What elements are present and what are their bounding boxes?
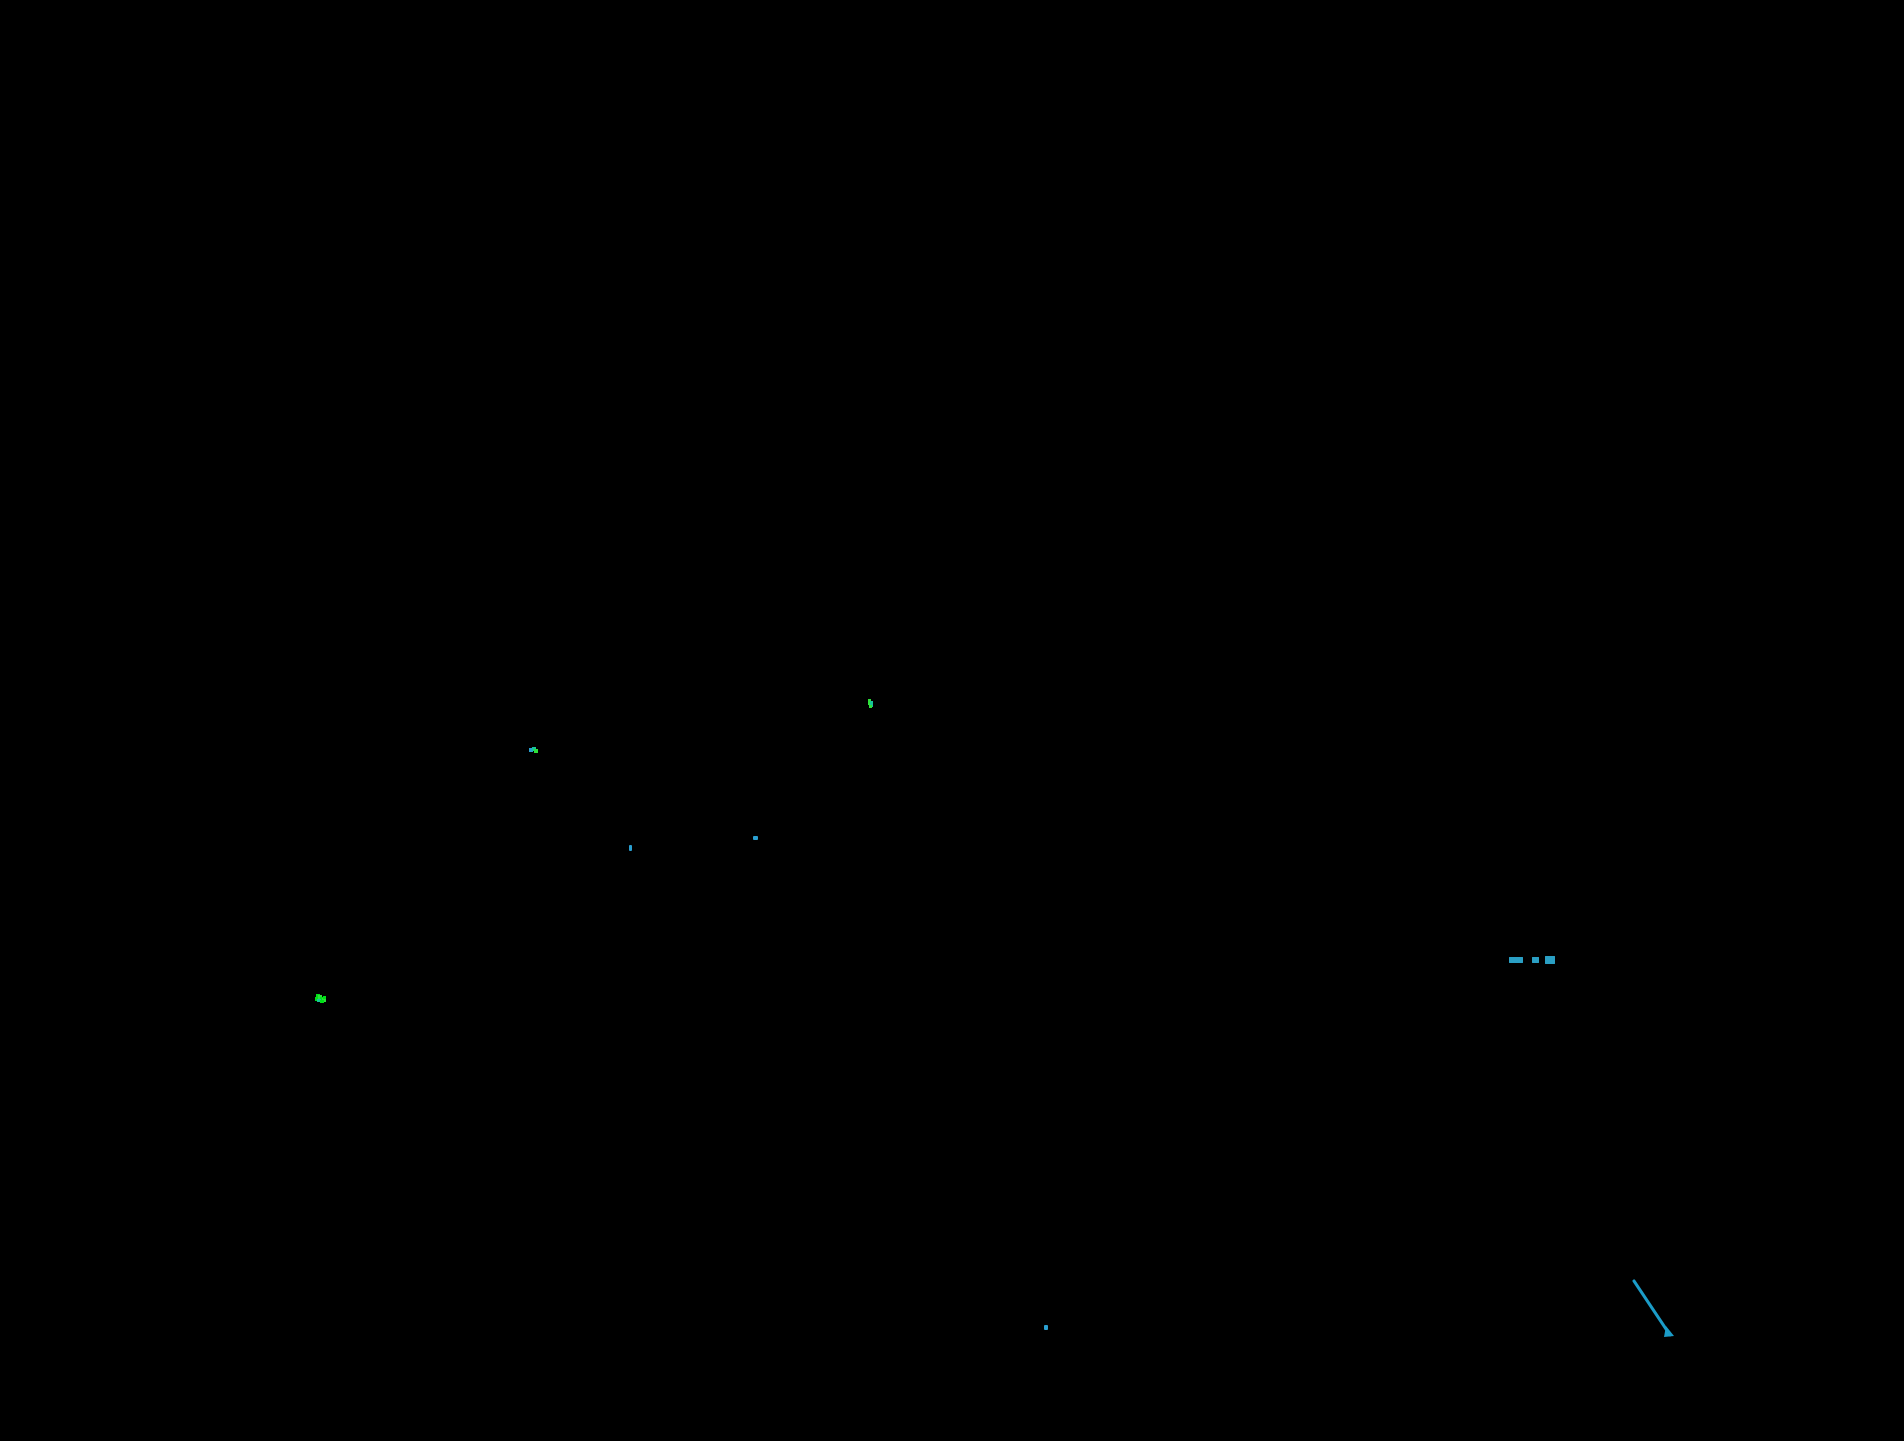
dash-segment <box>1545 956 1555 964</box>
arrow-line-icon[interactable] <box>1628 1274 1682 1344</box>
highlight-speck-icon[interactable] <box>529 747 539 754</box>
cursor-dot-icon[interactable] <box>1044 1325 1048 1330</box>
dashed-underline-icon[interactable] <box>1509 955 1559 965</box>
highlight-speck-icon[interactable] <box>868 699 874 709</box>
cursor-dot-icon[interactable] <box>629 845 632 851</box>
highlight-speck-icon[interactable] <box>314 993 328 1006</box>
cursor-dot-icon[interactable] <box>753 836 758 840</box>
dash-segment <box>1509 957 1523 963</box>
dash-segment <box>1532 957 1539 963</box>
